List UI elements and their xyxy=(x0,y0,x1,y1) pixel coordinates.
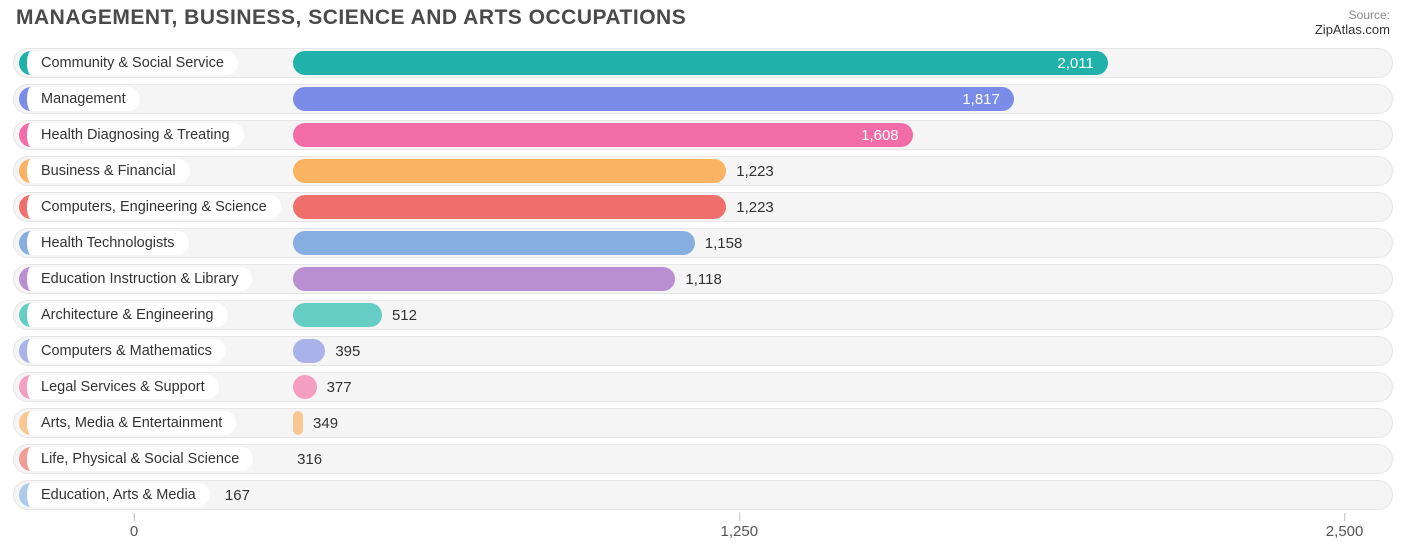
value-label: 1,223 xyxy=(726,189,774,225)
value-label: 349 xyxy=(303,405,338,441)
value-label: 512 xyxy=(382,297,417,333)
source-site: ZipAtlas.com xyxy=(1315,22,1390,37)
category-pill: Management xyxy=(19,87,140,111)
value-label: 1,817 xyxy=(293,81,1014,117)
chart-row: 1,118 Education Instruction & Library xyxy=(13,261,1393,297)
chart-row: 349 Arts, Media & Entertainment xyxy=(13,405,1393,441)
category-pill: Health Technologists xyxy=(19,231,189,255)
category-pill: Computers & Mathematics xyxy=(19,339,226,363)
chart-row: 512 Architecture & Engineering xyxy=(13,297,1393,333)
tick-line xyxy=(1344,513,1345,521)
chart-row: 377 Legal Services & Support xyxy=(13,369,1393,405)
chart-row: 1,223 Computers, Engineering & Science xyxy=(13,189,1393,225)
value-label: 2,011 xyxy=(293,45,1108,81)
category-pill: Health Diagnosing & Treating xyxy=(19,123,244,147)
value-label: 1,118 xyxy=(675,261,721,297)
bar xyxy=(293,339,325,363)
category-pill: Education, Arts & Media xyxy=(19,483,210,507)
category-pill: Architecture & Engineering xyxy=(19,303,228,327)
bar xyxy=(293,267,675,291)
occupations-bar-chart: MANAGEMENT, BUSINESS, SCIENCE AND ARTS O… xyxy=(0,0,1406,558)
chart-row: 1,817 Management xyxy=(13,81,1393,117)
bar xyxy=(293,195,726,219)
tick-label: 1,250 xyxy=(721,523,759,540)
category-pill: Life, Physical & Social Science xyxy=(19,447,253,471)
tick-label: 2,500 xyxy=(1326,523,1364,540)
category-pill: Arts, Media & Entertainment xyxy=(19,411,236,435)
tick-line xyxy=(134,513,135,521)
chart-source: Source: ZipAtlas.com xyxy=(1315,6,1390,37)
row-track xyxy=(13,372,1393,402)
bar xyxy=(293,303,382,327)
chart-row: 2,011 Community & Social Service xyxy=(13,45,1393,81)
chart-row: 1,608 Health Diagnosing & Treating xyxy=(13,117,1393,153)
axis-tick: 2,500 xyxy=(1326,513,1364,540)
category-pill: Legal Services & Support xyxy=(19,375,219,399)
category-pill: Business & Financial xyxy=(19,159,190,183)
axis-tick: 1,250 xyxy=(721,513,759,540)
bar xyxy=(293,231,695,255)
tick-label: 0 xyxy=(130,523,138,540)
value-label: 167 xyxy=(215,477,250,513)
chart-title: MANAGEMENT, BUSINESS, SCIENCE AND ARTS O… xyxy=(16,6,686,30)
chart-row: 1,158 Health Technologists xyxy=(13,225,1393,261)
x-axis: 0 1,250 2,500 xyxy=(13,513,1393,543)
chart-header: MANAGEMENT, BUSINESS, SCIENCE AND ARTS O… xyxy=(10,6,1396,45)
bar xyxy=(293,159,726,183)
value-label: 377 xyxy=(317,369,352,405)
value-label: 1,158 xyxy=(695,225,743,261)
value-label: 395 xyxy=(325,333,360,369)
bar xyxy=(293,375,317,399)
plot-area: 2,011 Community & Social Service 1,817 Mana… xyxy=(13,45,1393,513)
bar xyxy=(293,411,303,435)
chart-row: 395 Computers & Mathematics xyxy=(13,333,1393,369)
tick-line xyxy=(739,513,740,521)
category-pill: Computers, Engineering & Science xyxy=(19,195,281,219)
value-label: 1,608 xyxy=(293,117,913,153)
source-prefix: Source: xyxy=(1349,8,1390,22)
chart-row: 316 Life, Physical & Social Science xyxy=(13,441,1393,477)
category-pill: Community & Social Service xyxy=(19,51,238,75)
axis-tick: 0 xyxy=(130,513,138,540)
value-label: 1,223 xyxy=(726,153,774,189)
value-label: 316 xyxy=(287,441,322,477)
category-pill: Education Instruction & Library xyxy=(19,267,252,291)
chart-row: 1,223 Business & Financial xyxy=(13,153,1393,189)
chart-row: 167Education, Arts & Media xyxy=(13,477,1393,513)
